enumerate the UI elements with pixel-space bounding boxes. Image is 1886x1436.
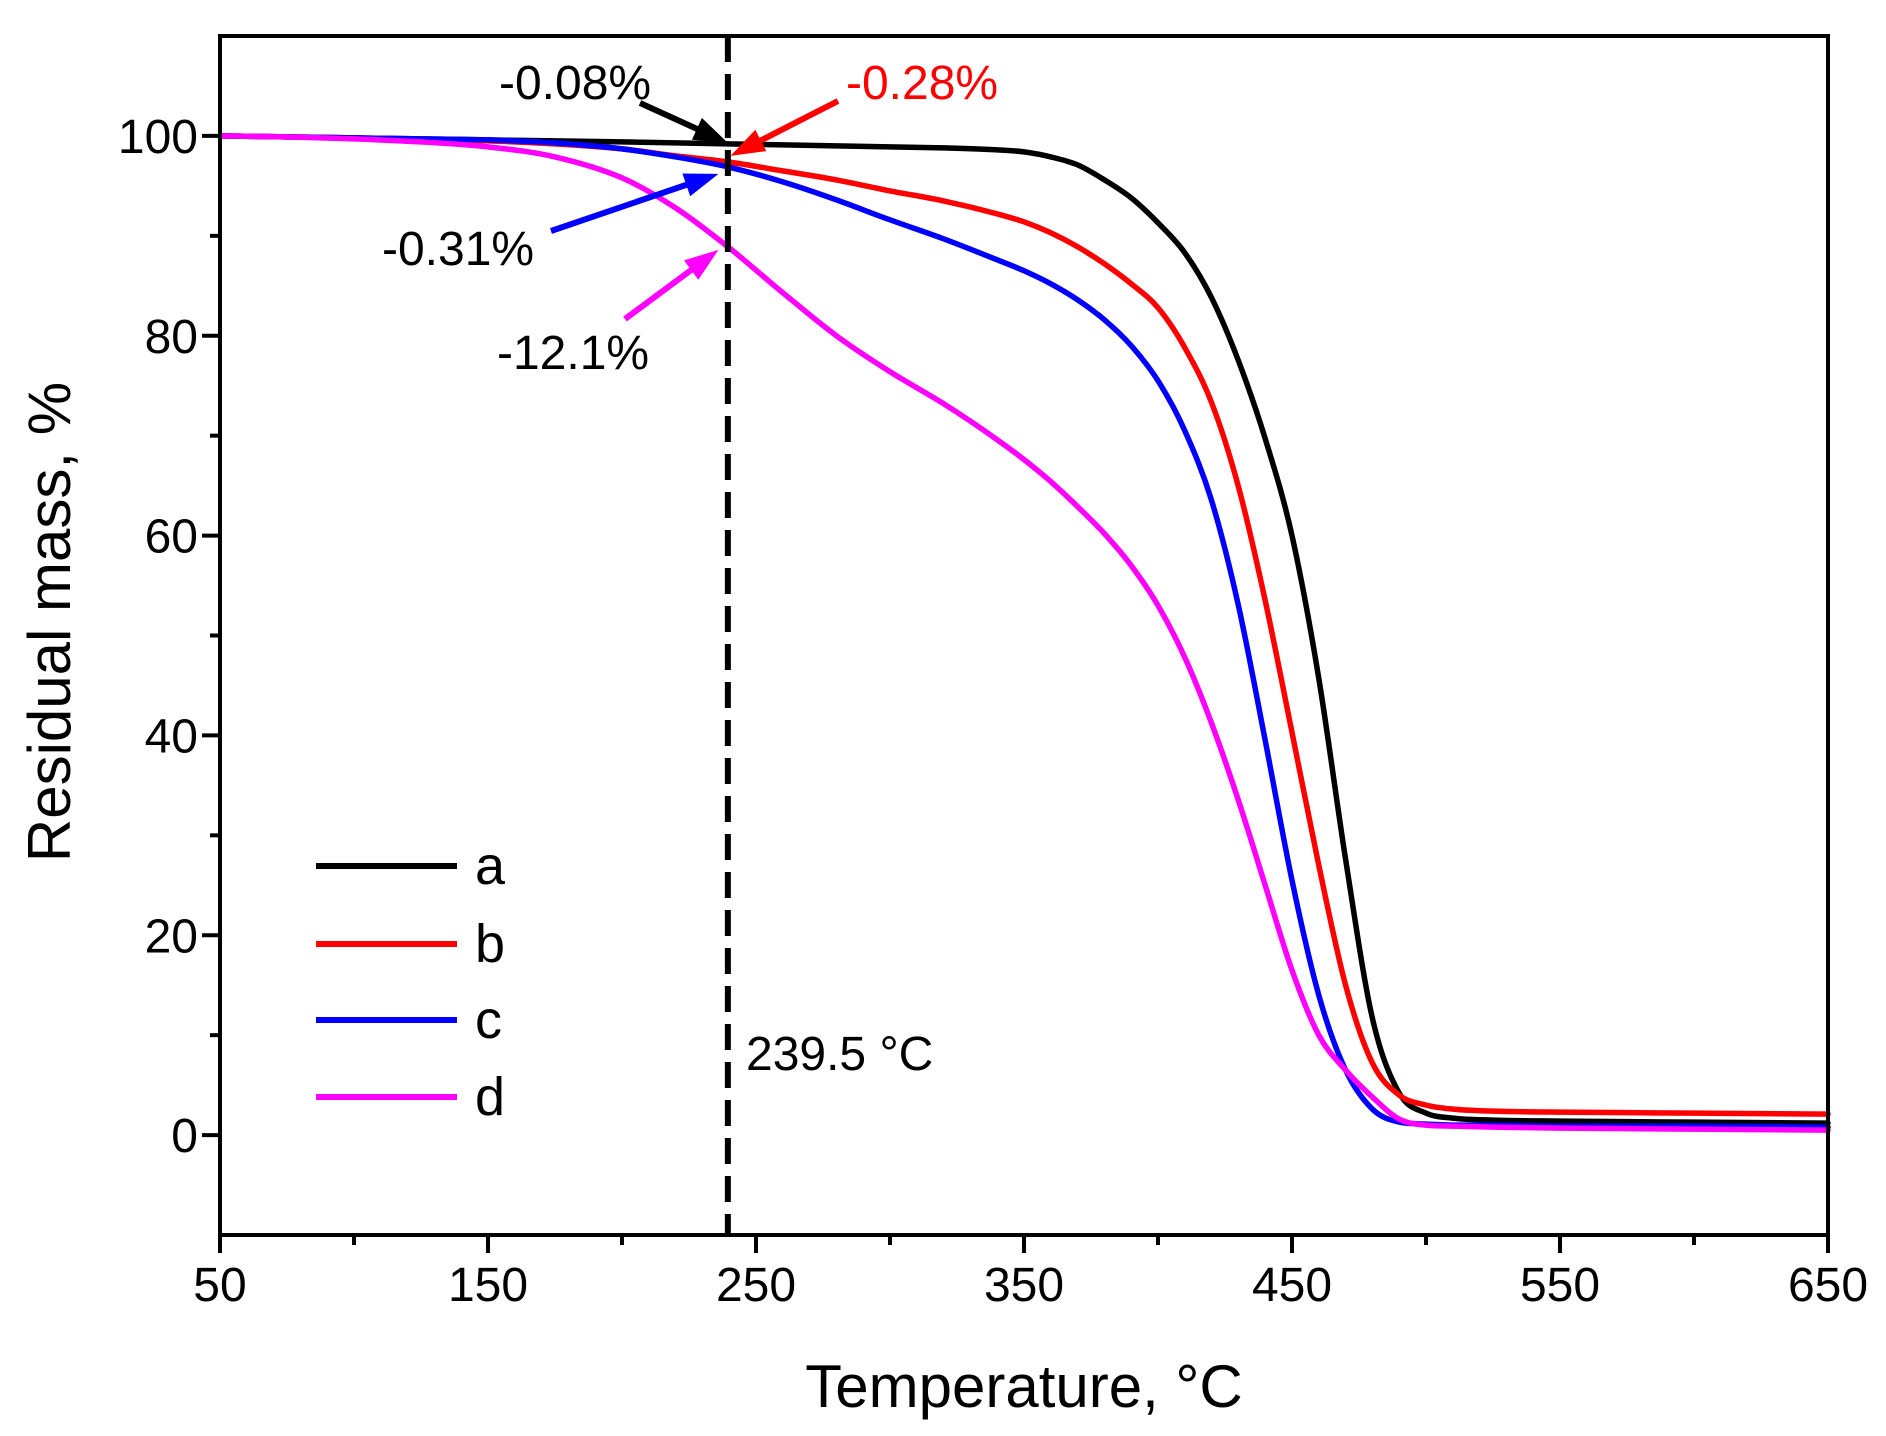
annotation-label-1: -0.08% [499,57,651,110]
y-tick-label: 60 [145,511,198,564]
y-tick-label: 40 [145,710,198,763]
x-tick-label: 250 [716,1259,796,1312]
marker-line-label: 239.5 °C [746,1028,933,1081]
x-axis-label: Temperature, °C [805,1353,1243,1420]
annotation-label-4: -12.1% [497,327,649,380]
y-tick-label: 80 [145,311,198,364]
annotation-arrow-head-1 [691,117,728,143]
series-d-line [217,133,1831,1133]
annotation-arrow-head-2 [730,129,767,156]
annotation-label-3: -0.31% [382,223,534,276]
annotation-arrow-shaft-1 [638,100,701,133]
legend: a b c d [316,836,506,1127]
legend-entry-d: d [316,1067,505,1127]
legend-entry-a: a [316,836,506,896]
legend-label-d: d [475,1067,505,1127]
x-axis-ticks: 50 150 250 350 450 550 650 [193,1235,1868,1312]
y-axis-ticks: 0 20 40 60 80 100 [118,111,220,1163]
y-axis-label: Residual mass, % [16,382,83,862]
x-tick-label: 550 [1520,1259,1600,1312]
x-tick-label: 150 [448,1259,528,1312]
annotation-arrows [550,98,840,322]
annotation-arrow-head-4 [684,249,719,280]
x-tick-label: 50 [193,1259,246,1312]
x-tick-label: 350 [984,1259,1064,1312]
x-tick-label: 650 [1788,1259,1868,1312]
series-a-line [217,133,1831,1126]
annotation-arrow-shaft-3 [550,181,691,234]
annotation-arrow-shaft-2 [756,98,840,145]
y-tick-label: 100 [118,111,198,164]
legend-label-c: c [475,990,502,1050]
annotation-label-2: -0.28% [846,57,998,110]
legend-label-b: b [475,914,505,974]
legend-label-a: a [475,836,506,896]
x-tick-label: 450 [1252,1259,1332,1312]
annotation-arrow-head-3 [682,173,719,197]
legend-entry-b: b [316,914,505,974]
series-layer [217,133,1831,1133]
y-tick-label: 20 [145,910,198,963]
legend-entry-c: c [316,990,502,1050]
annotation-arrow-shaft-4 [623,265,696,322]
y-tick-label: 0 [171,1110,198,1163]
